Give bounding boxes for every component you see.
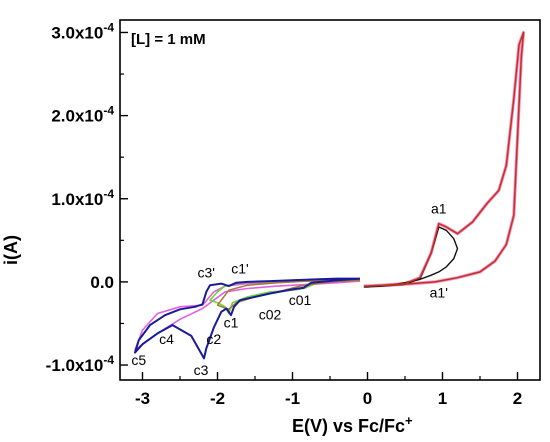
plot-frame [119,19,541,381]
y-tick-label: 0.0 [90,273,114,292]
peak-label: c3' [198,265,215,281]
peak-label: c4 [159,331,174,347]
x-tick-label: 0 [363,389,372,408]
x-tick-label: 1 [438,389,447,408]
peak-label: c5 [131,352,146,368]
x-axis-title: E(V) vs Fc/Fc+ [292,413,413,436]
series-layer [134,30,526,360]
peak-label: c1' [231,261,248,277]
peak-label: c2 [206,331,221,347]
annotation-layer: a1 a1' c01 c02 c1 c1' c2 c3 c3' c4 c5 [131,201,448,378]
x-axis-title-main: E(V) vs Fc/Fc [292,416,405,436]
peak-label: a1' [430,285,448,301]
x-tick-label: 2 [513,389,522,408]
concentration-label: [L] = 1 mM [131,31,206,48]
series-line-6 [363,31,525,287]
y-tick-label: 3.0x10-4 [51,20,114,42]
tick-layer: -3 -2 -1 0 1 2 -1.0x10-4 0.0 1.0x10-4 2.0x10-4 3.0… [46,20,523,408]
peak-label: c01 [289,292,312,308]
series-line-3 [134,277,361,360]
series-line-2 [216,279,361,311]
peak-label: c3 [194,362,209,378]
x-tick-label: -2 [210,389,225,408]
y-tick-label: 2.0x10-4 [51,104,114,126]
series-line-4 [363,30,526,288]
x-tick-label: -3 [135,389,150,408]
peak-label: c02 [259,306,282,322]
x-tick-label: -1 [285,389,300,408]
x-axis-title-superscript: + [405,413,413,428]
y-tick-label: -1.0x10-4 [46,353,115,375]
peak-label: c1 [224,315,239,331]
series-line-5 [363,226,459,288]
y-axis-title: i(A) [1,235,21,265]
y-tick-label: 1.0x10-4 [51,187,114,209]
peak-label: a1 [431,201,447,217]
